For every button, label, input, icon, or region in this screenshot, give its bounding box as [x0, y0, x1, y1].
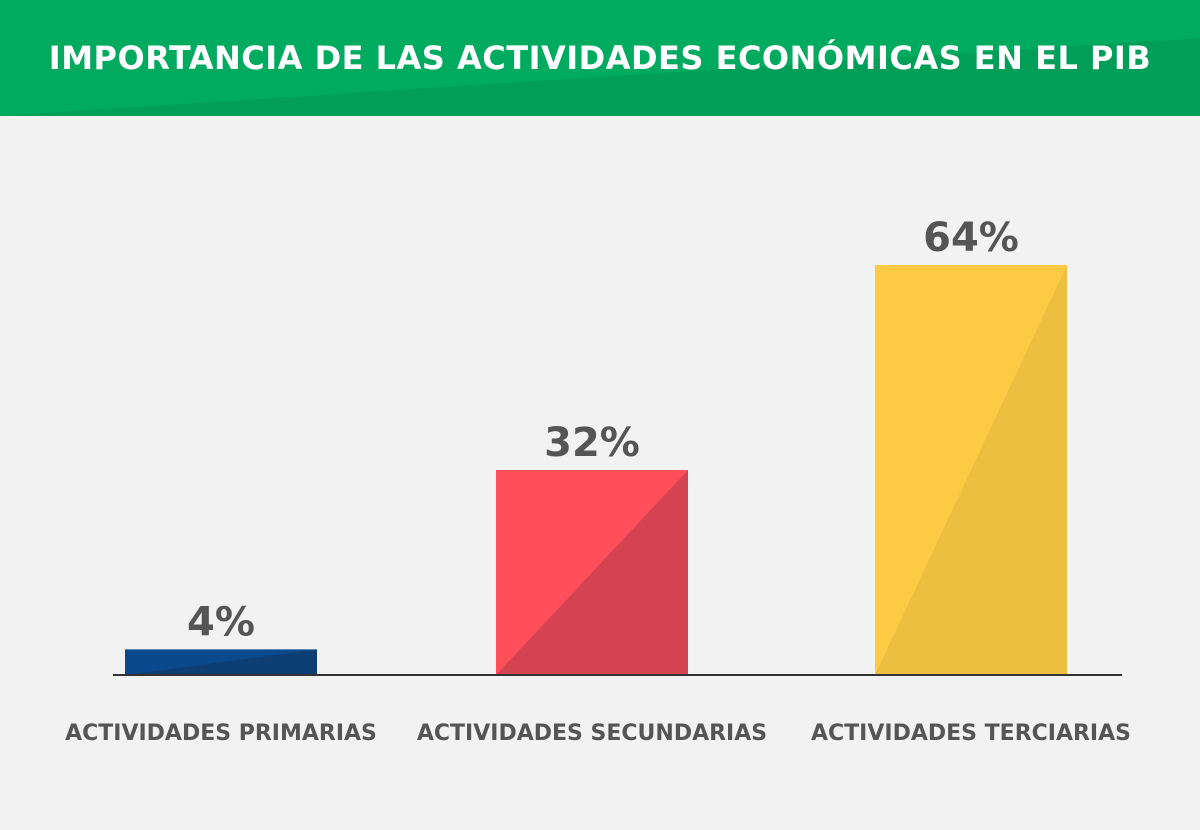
data-label: 4% — [187, 599, 255, 645]
bar-group: 32% ACTIVIDADES SECUNDARIAS — [417, 420, 767, 746]
bar-group: 64% ACTIVIDADES TERCIARIAS — [811, 215, 1131, 746]
bar-group: 4% ACTIVIDADES PRIMARIAS — [65, 599, 377, 746]
category-label: ACTIVIDADES PRIMARIAS — [65, 721, 377, 746]
data-label: 64% — [923, 215, 1019, 261]
category-label: ACTIVIDADES TERCIARIAS — [811, 721, 1131, 746]
bar-shade — [125, 649, 317, 675]
category-label: ACTIVIDADES SECUNDARIAS — [417, 721, 767, 746]
page-title: IMPORTANCIA DE LAS ACTIVIDADES ECONÓMICA… — [48, 39, 1152, 77]
data-label: 32% — [544, 420, 640, 466]
banner-shade — [0, 38, 1200, 116]
bar-shade — [496, 470, 688, 675]
bar-shade — [875, 265, 1067, 675]
title-banner: IMPORTANCIA DE LAS ACTIVIDADES ECONÓMICA… — [0, 0, 1200, 116]
